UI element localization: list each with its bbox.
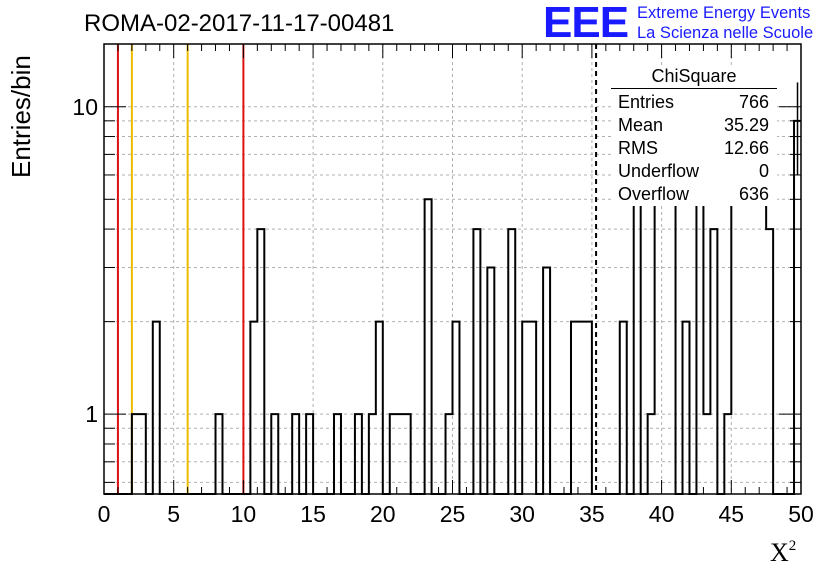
x-tick-label: 25	[440, 501, 466, 527]
x-tick-label: 40	[649, 501, 675, 527]
stats-value: 0	[758, 161, 769, 181]
x-tick-label: 35	[579, 501, 605, 527]
stats-value: 766	[738, 92, 769, 112]
stats-value: 35.29	[723, 115, 769, 135]
stats-value: 12.66	[723, 138, 769, 158]
stats-row-rms: RMS 12.66	[611, 137, 777, 160]
y-tick-label: 1	[85, 401, 98, 427]
stats-label: Overflow	[618, 184, 690, 204]
stats-title: ChiSquare	[611, 66, 777, 89]
x-tick-label: 10	[231, 501, 257, 527]
x-tick-label: 5	[167, 501, 180, 527]
stats-label: RMS	[618, 138, 658, 158]
x-axis-label-superscript: 2	[788, 538, 797, 554]
y-axis-label: Entries/bin	[6, 55, 36, 178]
stats-row-overflow: Overflow 636	[611, 183, 777, 206]
stats-label: Entries	[618, 92, 675, 112]
stats-row-underflow: Underflow 0	[611, 160, 777, 183]
stats-label: Mean	[618, 115, 664, 135]
stats-row-mean: Mean 35.29	[611, 114, 777, 137]
y-tick-label: 10	[72, 94, 98, 120]
stats-label: Underflow	[618, 161, 700, 181]
stats-row-entries: Entries 766	[611, 91, 777, 114]
x-tick-label: 15	[300, 501, 326, 527]
stats-box: ChiSquare Entries 766 Mean 35.29 RMS 12.66 …	[611, 66, 777, 206]
chart-title: ROMA-02-2017-11-17-00481	[84, 10, 395, 37]
x-axis-label-main: X	[770, 538, 789, 567]
x-tick-label: 50	[788, 501, 814, 527]
x-tick-label: 20	[370, 501, 396, 527]
eee-logo-line2: La Scienza nelle Scuole	[637, 24, 814, 42]
x-tick-label: 0	[98, 501, 111, 527]
x-tick-label: 30	[509, 501, 535, 527]
stats-value: 636	[738, 184, 769, 204]
eee-logo-line1: Extreme Energy Events	[637, 4, 811, 22]
eee-logo: EEE	[543, 0, 629, 47]
x-axis-label: X2	[770, 538, 796, 568]
x-tick-label: 45	[719, 501, 745, 527]
